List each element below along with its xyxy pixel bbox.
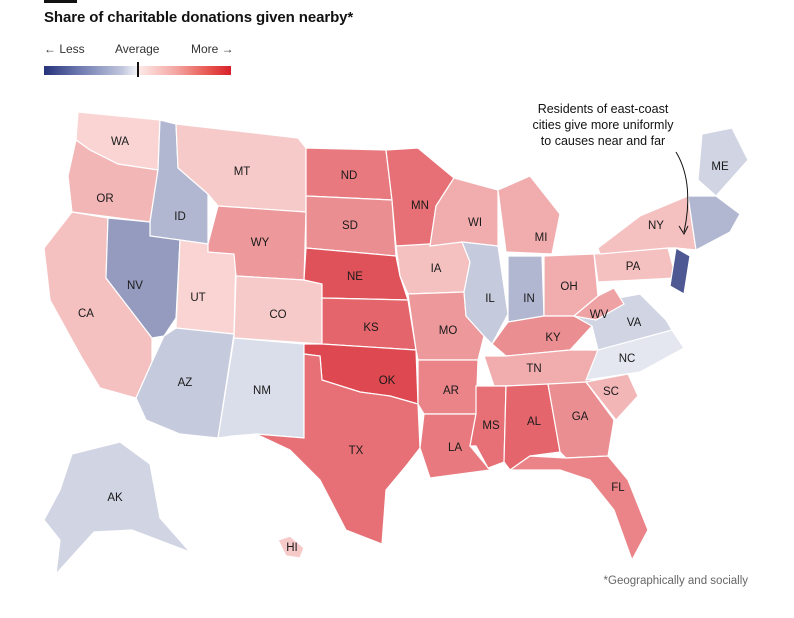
state-label-ia: IA [431,263,442,275]
state-sc [584,373,639,421]
state-label-ne: NE [347,271,363,283]
state-label-ny: NY [648,220,664,232]
state-label-pa: PA [626,261,641,273]
state-label-nv: NV [127,280,143,292]
state-label-wv: WV [590,309,609,321]
state-label-wi: WI [468,217,482,229]
state-label-sc: SC [603,386,619,398]
state-label-nc: NC [619,353,636,365]
state-ak [43,441,191,576]
state-label-ok: OK [379,375,396,387]
state-label-ut: UT [190,292,205,304]
east-coast-annotation: Residents of east-coast cities give more… [523,101,683,149]
annotation-line-3: to causes near and far [540,134,666,148]
state-label-wa: WA [111,136,129,148]
legend-average-label: Average [115,42,160,56]
state-label-sd: SD [342,220,358,232]
state-in [507,255,545,323]
state-label-ks: KS [363,322,379,334]
state-labels: WA OR CA ID NV UT AZ MT WY CO NM ND SD NE KS OK TX MN IA MO… [78,136,729,554]
state-wv [572,287,625,321]
state-hi [277,535,305,559]
annotation-arrow [675,151,689,236]
state-label-ms: MS [482,420,500,432]
state-il [461,241,509,345]
legend-more-label: More → [191,42,234,56]
state-nj [669,247,691,295]
legend-less-label: ← Less [44,42,85,56]
state-label-ky: KY [545,332,561,344]
state-label-mi: MI [535,232,548,244]
state-ut [175,239,237,335]
state-label-in: IN [523,293,535,305]
state-label-wy: WY [251,237,270,249]
state-label-tx: TX [349,445,364,457]
state-mi [497,175,561,255]
state-label-va: VA [627,317,642,329]
state-label-ca: CA [78,308,94,320]
state-fl [508,455,649,562]
chart-title: Share of charitable donations given near… [44,9,354,26]
state-label-nm: NM [253,385,271,397]
legend-average-tick [137,62,139,77]
state-label-az: AZ [178,377,193,389]
state-tx [255,353,421,545]
annotation-line-1: Residents of east-coast [537,102,669,116]
footnote: *Geographically and socially [603,575,748,587]
state-label-hi: HI [286,542,298,554]
title-rule [44,0,77,3]
state-label-il: IL [485,293,495,305]
state-label-ar: AR [443,385,459,397]
state-label-oh: OH [560,281,577,293]
state-me [697,127,749,197]
state-label-mt: MT [234,166,251,178]
state-label-fl: FL [611,482,625,494]
state-label-me: ME [711,161,729,173]
state-shapes [43,111,749,576]
state-label-tn: TN [526,363,541,375]
color-legend: ← Less Average More → [44,42,234,78]
state-ny [597,195,697,255]
state-label-co: CO [269,309,286,321]
state-label-ak: AK [107,492,123,504]
state-label-id: ID [174,211,186,223]
state-label-or: OR [96,193,113,205]
state-label-mo: MO [439,325,458,337]
state-label-nd: ND [341,170,358,182]
state-ne-eng [687,195,741,251]
state-label-al: AL [527,416,542,428]
annotation-line-2: cities give more uniformly [532,118,674,132]
state-label-ga: GA [572,411,589,423]
state-label-mn: MN [411,200,429,212]
state-label-la: LA [448,442,462,454]
